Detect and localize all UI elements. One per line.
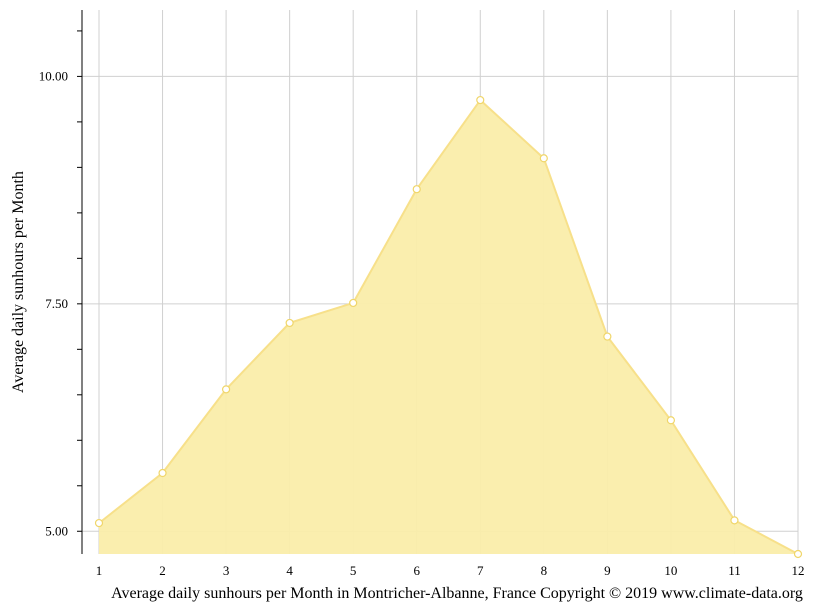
data-point: [539, 154, 548, 163]
x-tick-label: 9: [604, 563, 611, 578]
data-point: [285, 318, 294, 328]
x-tick-label: 8: [541, 563, 548, 578]
y-tick-label: 10.00: [39, 68, 68, 83]
series-line: [98, 98, 799, 555]
data-point: [476, 95, 485, 105]
x-tick-label: 7: [477, 563, 484, 578]
x-tick-label: 3: [223, 563, 230, 578]
x-tick-label: 5: [350, 563, 357, 578]
series-area-fill: [99, 100, 798, 554]
x-tick-label: 6: [413, 563, 420, 578]
data-point: [666, 416, 676, 425]
x-tick-label: 12: [792, 563, 805, 578]
y-tick-label: 5.00: [45, 523, 68, 538]
data-point: [349, 298, 358, 308]
x-tick-label: 2: [159, 563, 166, 578]
data-point: [221, 385, 231, 394]
y-tick-label: 7.50: [45, 296, 68, 311]
data-point: [730, 516, 739, 525]
y-axis-title: Average daily sunhours per Month: [10, 171, 27, 393]
data-point: [412, 185, 421, 194]
x-tick-label: 10: [664, 563, 677, 578]
x-tick-label: 11: [728, 563, 741, 578]
x-tick-label: 4: [286, 563, 293, 578]
data-point: [94, 518, 104, 528]
data-point: [158, 468, 167, 478]
data-point: [793, 549, 803, 559]
data-point: [603, 332, 612, 341]
x-tick-label: 1: [96, 563, 103, 578]
data-points: [94, 95, 803, 559]
x-axis-ticks: 1 2 3 4 5 6 7 8 9 10 11 12: [96, 563, 805, 578]
chart-caption: Average daily sunhours per Month in Mont…: [111, 585, 803, 602]
y-axis-ticks: 5.00 7.50 10.00: [39, 30, 82, 538]
